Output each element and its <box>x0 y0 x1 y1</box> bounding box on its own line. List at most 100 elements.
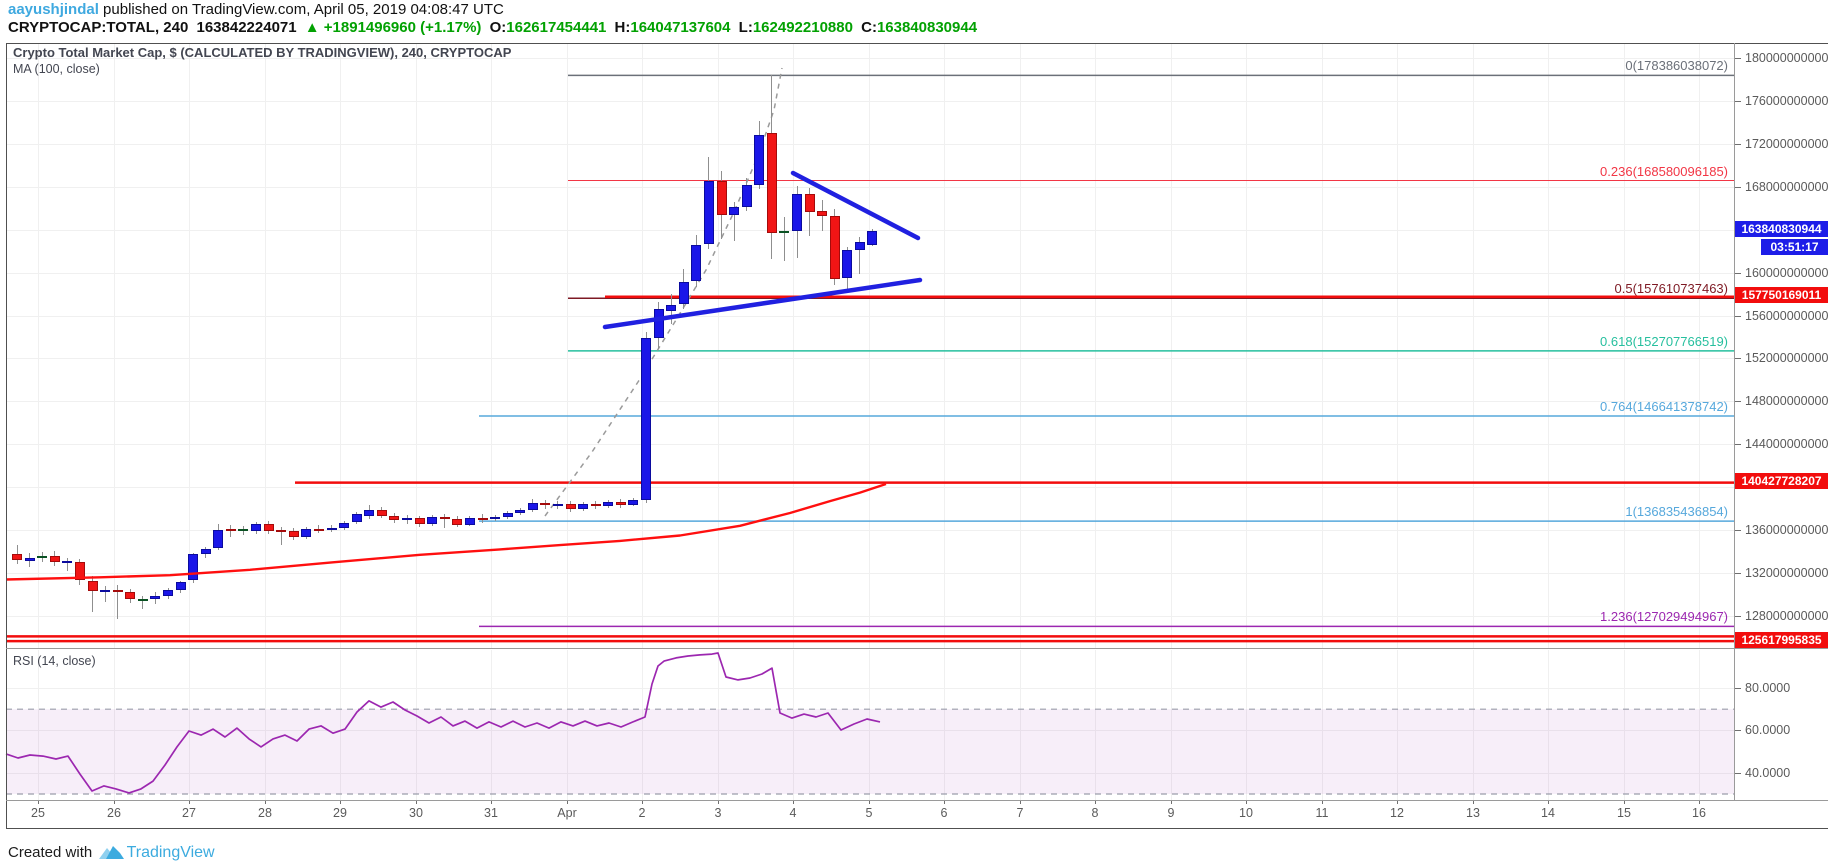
dashed-trendline[interactable] <box>544 67 783 517</box>
rsi-axis-label[interactable]: 40.0000 <box>1745 766 1791 780</box>
candle[interactable] <box>263 523 274 532</box>
candle[interactable] <box>288 531 299 537</box>
time-axis-label[interactable]: 12 <box>1390 806 1404 820</box>
fib-level-label[interactable]: 0.5(157610737463) <box>1614 281 1729 296</box>
candle[interactable] <box>326 528 337 531</box>
price-axis-label[interactable]: 152000000000 <box>1745 351 1828 365</box>
time-axis-label[interactable]: 26 <box>107 806 121 820</box>
candle[interactable] <box>590 504 601 507</box>
time-axis-label[interactable]: 25 <box>31 806 45 820</box>
price-axis-label[interactable]: 144000000000 <box>1745 437 1828 451</box>
candle[interactable] <box>477 518 488 521</box>
candle[interactable] <box>276 530 287 533</box>
candle[interactable] <box>716 181 727 215</box>
candle[interactable] <box>313 529 324 531</box>
candle[interactable] <box>150 595 161 599</box>
candle[interactable] <box>552 504 563 507</box>
candle[interactable] <box>854 241 865 251</box>
candle[interactable] <box>414 518 425 524</box>
rsi-axis-label[interactable]: 80.0000 <box>1745 681 1791 695</box>
candle[interactable] <box>817 211 828 216</box>
candle[interactable] <box>792 194 802 231</box>
time-axis-label[interactable]: 28 <box>258 806 272 820</box>
rsi-line[interactable] <box>5 652 881 794</box>
wedge-upper-trendline[interactable] <box>790 170 921 241</box>
candle[interactable] <box>703 181 714 244</box>
candle[interactable] <box>12 553 22 561</box>
candle[interactable] <box>100 590 111 593</box>
candle[interactable] <box>766 133 777 233</box>
candle[interactable] <box>628 500 639 506</box>
price-axis-label[interactable]: 156000000000 <box>1745 309 1828 323</box>
time-axis-label[interactable]: 31 <box>484 806 498 820</box>
candle[interactable] <box>741 184 752 208</box>
candle[interactable] <box>351 514 362 522</box>
time-axis-label[interactable]: 7 <box>1016 806 1024 820</box>
candle[interactable] <box>74 562 85 581</box>
candle[interactable] <box>779 230 790 233</box>
fib-level-label[interactable]: 0(178386038072) <box>1625 58 1728 73</box>
candle[interactable] <box>565 504 576 509</box>
candle[interactable] <box>842 250 853 278</box>
fib-level-label[interactable]: 0.764(146641378742) <box>1600 399 1728 414</box>
panel-separator[interactable] <box>6 648 1828 649</box>
candle[interactable] <box>515 509 526 513</box>
candle[interactable] <box>452 519 463 525</box>
ma-100-line[interactable] <box>5 482 887 581</box>
time-axis-label[interactable]: 8 <box>1091 806 1099 820</box>
candle[interactable] <box>137 598 148 601</box>
candle[interactable] <box>402 518 412 521</box>
time-axis-label[interactable]: 10 <box>1239 806 1253 820</box>
time-axis-label[interactable]: 5 <box>865 806 873 820</box>
time-axis-label[interactable]: 11 <box>1315 806 1329 820</box>
candle[interactable] <box>527 503 538 510</box>
candle[interactable] <box>188 553 199 581</box>
time-axis-label[interactable]: Apr <box>557 806 577 820</box>
candle[interactable] <box>175 581 186 591</box>
time-axis-separator[interactable] <box>6 800 1828 801</box>
candle[interactable] <box>641 338 651 501</box>
candle[interactable] <box>867 231 878 245</box>
fib-level-label[interactable]: 0.618(152707766519) <box>1600 334 1728 349</box>
candle[interactable] <box>163 590 173 596</box>
wedge-lower-trendline[interactable] <box>602 277 923 330</box>
candle[interactable] <box>829 215 840 279</box>
time-axis-label[interactable]: 14 <box>1541 806 1555 820</box>
time-axis-label[interactable]: 4 <box>789 806 797 820</box>
candle[interactable] <box>729 207 740 215</box>
candle[interactable] <box>754 135 765 185</box>
candle[interactable] <box>62 561 73 564</box>
time-axis-label[interactable]: 30 <box>409 806 423 820</box>
candle[interactable] <box>439 517 450 520</box>
candle[interactable] <box>301 529 312 537</box>
time-axis-label[interactable]: 13 <box>1466 806 1480 820</box>
tradingview-brand-link[interactable]: TradingView <box>126 844 215 861</box>
candle[interactable] <box>804 194 815 213</box>
candle[interactable] <box>540 503 551 506</box>
candle[interactable] <box>603 502 614 507</box>
candle[interactable] <box>339 522 350 528</box>
candle[interactable] <box>389 516 400 521</box>
price-axis-label[interactable]: 148000000000 <box>1745 394 1828 408</box>
price-axis-label[interactable]: 128000000000 <box>1745 609 1828 623</box>
candle[interactable] <box>364 509 375 517</box>
candle[interactable] <box>502 513 513 518</box>
candle[interactable] <box>615 502 626 506</box>
candle[interactable] <box>200 549 211 554</box>
candle[interactable] <box>653 309 664 339</box>
price-axis-separator[interactable] <box>1734 43 1735 800</box>
candle[interactable] <box>238 529 249 532</box>
candle[interactable] <box>251 523 261 532</box>
candle[interactable] <box>213 530 224 549</box>
time-axis-label[interactable]: 6 <box>940 806 948 820</box>
candle[interactable] <box>376 509 387 517</box>
rsi-legend[interactable]: RSI (14, close) <box>13 654 96 668</box>
time-axis-label[interactable]: 29 <box>333 806 347 820</box>
candle[interactable] <box>125 592 136 599</box>
price-axis-label[interactable]: 176000000000 <box>1745 94 1828 108</box>
price-axis-label[interactable]: 132000000000 <box>1745 566 1828 580</box>
chart-title-legend[interactable]: Crypto Total Market Cap, $ (CALCULATED B… <box>13 45 512 60</box>
time-axis-label[interactable]: 27 <box>182 806 196 820</box>
time-axis-label[interactable]: 3 <box>714 806 722 820</box>
fib-level-label[interactable]: 1.236(127029494967) <box>1600 609 1728 624</box>
